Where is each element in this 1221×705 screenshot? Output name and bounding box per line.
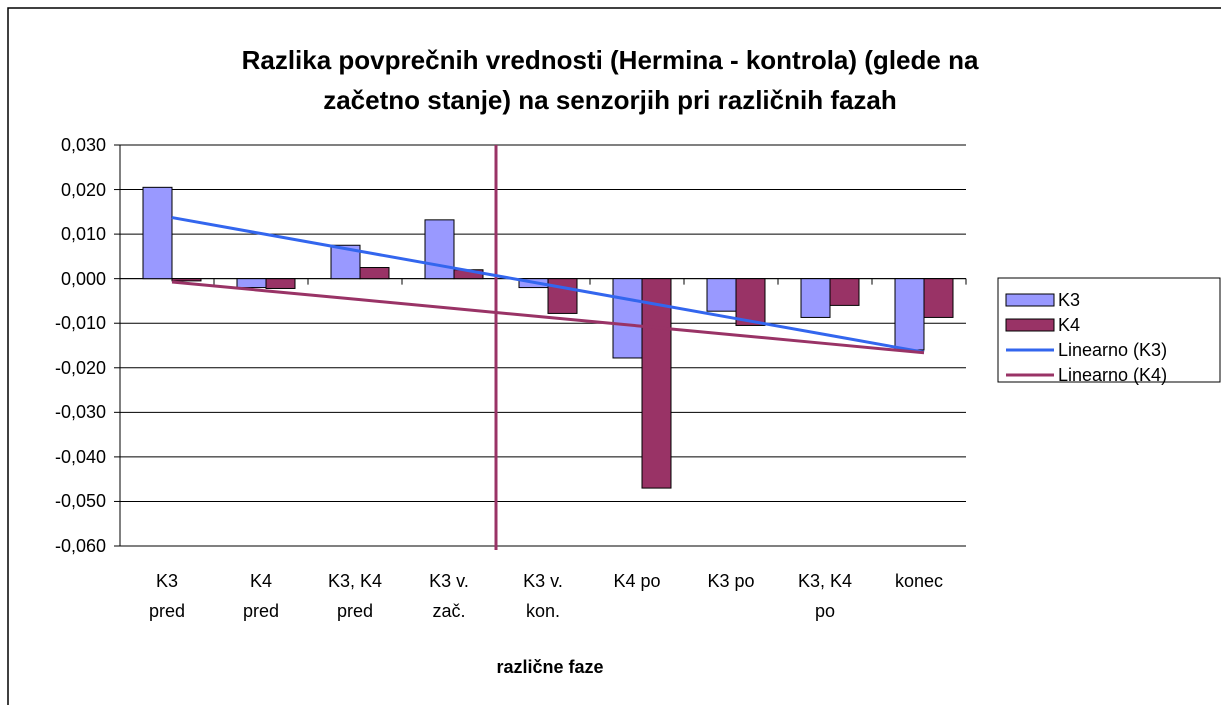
bar xyxy=(829,278,860,306)
legend-swatch xyxy=(1005,318,1055,332)
y-tick-label: -0,010 xyxy=(54,313,106,334)
bar xyxy=(236,278,267,289)
y-tick-label: 0,020 xyxy=(60,179,106,200)
legend-swatch xyxy=(1005,293,1055,307)
bar xyxy=(706,278,737,312)
bar xyxy=(641,278,672,489)
bar xyxy=(424,219,455,280)
x-tick-label: K3 v. zač. xyxy=(429,571,469,621)
x-tick-label: konec xyxy=(894,571,944,591)
y-tick-label: -0,020 xyxy=(54,357,106,378)
legend-label: Linearno (K3) xyxy=(1058,340,1168,360)
bar xyxy=(171,278,202,282)
bar xyxy=(547,278,578,314)
y-tick-label: 0,000 xyxy=(60,268,106,289)
x-tick-label: K3 po xyxy=(707,571,755,591)
x-tick-label: K3, K4 po xyxy=(797,571,853,621)
trend-line xyxy=(171,280,925,355)
chart-title: Razlika povprečnih vrednosti (Hermina - … xyxy=(241,45,979,115)
legend-label: Linearno (K4) xyxy=(1058,365,1168,385)
x-axis-title: različne faze xyxy=(496,657,604,677)
chart-border xyxy=(7,7,1221,705)
bar xyxy=(735,278,766,326)
legend-label: K3 xyxy=(1058,290,1081,310)
bar xyxy=(359,267,390,280)
legend-label: K4 xyxy=(1058,315,1081,335)
x-tick-label: K4 pred xyxy=(242,571,280,621)
y-tick-label: 0,010 xyxy=(60,224,106,245)
x-tick-label: K3 pred xyxy=(148,571,186,621)
bar xyxy=(923,278,954,318)
x-tick-label: K3, K4 pred xyxy=(327,571,383,621)
y-tick-label: -0,040 xyxy=(54,446,106,467)
y-tick-label: -0,060 xyxy=(54,536,106,556)
bar xyxy=(894,278,925,351)
y-tick-label: -0,050 xyxy=(54,491,106,512)
y-tick-label: 0,030 xyxy=(60,135,106,155)
x-tick-label: K3 v. kon. xyxy=(523,571,563,621)
bar xyxy=(800,278,831,318)
bar xyxy=(612,278,643,359)
y-tick-label: -0,030 xyxy=(54,402,106,423)
bar xyxy=(142,186,173,280)
x-tick-label: K4 po xyxy=(613,571,661,591)
bar xyxy=(265,278,296,289)
trend-line xyxy=(171,216,925,354)
